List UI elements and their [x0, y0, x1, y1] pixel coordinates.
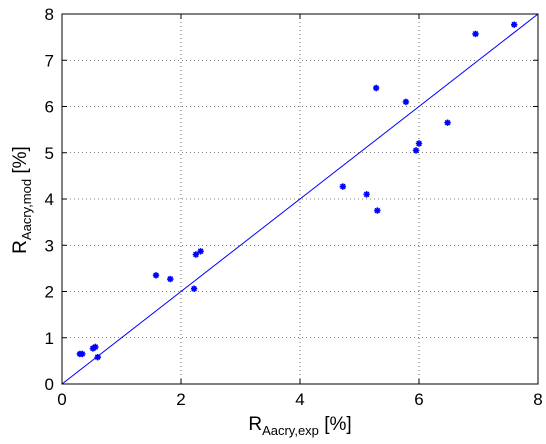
y-tick-label: 6	[45, 98, 54, 117]
data-point-core	[199, 249, 203, 253]
y-axis-label: RAacry,mod [%]	[10, 146, 34, 254]
data-point	[92, 343, 99, 351]
x-tick-labels: 0 2 4 6 8	[57, 390, 542, 409]
x-axis-label: RAacry,exp [%]	[248, 414, 351, 438]
data-point-core	[414, 148, 418, 153]
y-tick-label: 5	[45, 144, 54, 163]
data-point-core	[473, 32, 478, 36]
data-point	[94, 353, 101, 361]
data-point-core	[512, 23, 516, 27]
data-point-core	[96, 355, 100, 359]
axis-ticks	[61, 13, 539, 385]
data-point-core	[341, 184, 345, 189]
y-axis-label-sub: Aacry,mod	[19, 179, 34, 240]
data-point	[152, 272, 160, 279]
x-axis-label-unit: [%]	[319, 414, 352, 435]
data-point-core	[374, 86, 378, 90]
data-point	[192, 251, 200, 258]
data-point	[472, 30, 479, 38]
data-points	[76, 21, 518, 361]
data-point-core	[404, 100, 408, 104]
data-point	[339, 183, 347, 190]
y-tick-label: 2	[45, 283, 54, 302]
y-tick-label: 4	[45, 190, 54, 209]
x-tick-label: 4	[295, 390, 304, 409]
reference-line-group	[61, 13, 539, 385]
x-axis-label-main: R	[248, 414, 262, 435]
data-point	[415, 140, 423, 147]
data-point	[167, 275, 174, 283]
data-point-core	[168, 277, 172, 281]
x-tick-label: 2	[176, 390, 185, 409]
y-tick-label: 1	[45, 329, 54, 348]
data-point	[412, 147, 420, 154]
y-axis-label-main: R	[10, 240, 31, 254]
data-point-core	[417, 141, 421, 146]
data-point	[444, 119, 451, 126]
data-point-core	[375, 208, 379, 213]
data-point	[511, 21, 518, 28]
x-axis-label-sub: Aacry,exp	[262, 423, 319, 438]
data-point-core	[192, 287, 196, 291]
data-point	[402, 98, 410, 106]
y-tick-label: 8	[45, 5, 54, 24]
x-tick-label: 0	[57, 390, 66, 409]
data-point-core	[194, 252, 198, 257]
data-point	[190, 285, 198, 292]
y-tick-label: 3	[45, 236, 54, 255]
identity-line	[61, 13, 539, 385]
data-point-core	[445, 121, 450, 125]
y-tick-labels: 0 1 2 3 4 5 6 7 8	[45, 5, 54, 394]
data-point-core	[365, 192, 369, 196]
y-tick-label: 7	[45, 51, 54, 70]
x-tick-label: 6	[414, 390, 423, 409]
y-tick-label: 0	[45, 375, 54, 394]
data-point	[372, 84, 380, 92]
data-point	[79, 350, 86, 358]
data-point	[363, 191, 370, 198]
data-point-core	[80, 352, 84, 356]
data-point-core	[154, 273, 158, 277]
x-tick-label: 8	[533, 390, 542, 409]
y-axis-label-unit: [%]	[10, 146, 31, 179]
data-point-core	[93, 345, 97, 349]
data-point	[197, 248, 204, 255]
data-point	[374, 207, 381, 214]
